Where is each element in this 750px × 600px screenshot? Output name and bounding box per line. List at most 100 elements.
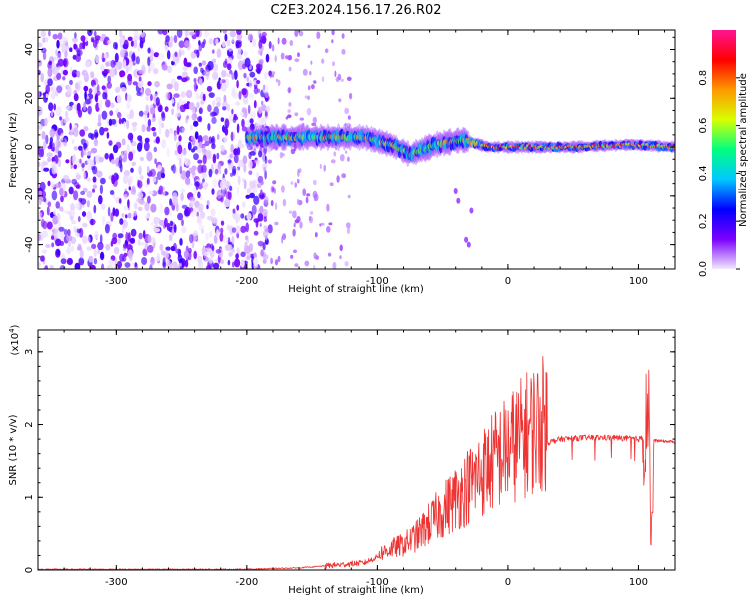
spectrogram-cell bbox=[212, 71, 219, 81]
spectrogram-cell bbox=[181, 127, 185, 133]
spectrogram-cell bbox=[51, 164, 56, 175]
spectrogram-cell bbox=[68, 242, 71, 247]
spectrogram-cell bbox=[158, 104, 163, 113]
spectrogram-cell bbox=[219, 232, 224, 242]
spectrogram-cell bbox=[130, 228, 137, 237]
spectrogram-cell bbox=[126, 244, 133, 251]
spectrogram-cell bbox=[261, 31, 267, 38]
spectrogram-cell bbox=[68, 186, 74, 195]
spectrogram-cell bbox=[155, 136, 160, 144]
spectrogram-cell bbox=[119, 70, 126, 77]
spectrogram-cell bbox=[80, 198, 87, 205]
spectrogram-cell bbox=[263, 196, 269, 204]
spectrogram-cell bbox=[232, 208, 236, 214]
snr-panel: -300 -200 -100 0 100 0 1 2 3 Height of straight… bbox=[8, 324, 676, 596]
spectrogram-cell bbox=[104, 152, 109, 160]
spectrogram-cell bbox=[197, 215, 201, 224]
spectrogram-cell bbox=[60, 195, 64, 203]
spectrogram-cell bbox=[73, 43, 77, 50]
spectrogram-cell bbox=[327, 252, 332, 257]
spectrogram-cell bbox=[209, 230, 213, 239]
spectrogram-cell bbox=[154, 158, 157, 165]
spectrogram-cell bbox=[329, 182, 334, 186]
spectrogram-cell bbox=[92, 84, 96, 94]
spectrogram-cell bbox=[212, 262, 220, 269]
spectrogram-cell bbox=[259, 205, 264, 214]
spectrogram-cell bbox=[189, 234, 194, 244]
spectrogram-cell bbox=[147, 244, 154, 253]
spectrogram-cell bbox=[43, 167, 50, 172]
spectrogram-cell bbox=[55, 90, 59, 97]
spectrogram-cell bbox=[162, 257, 166, 267]
spectrogram-frame bbox=[37, 29, 676, 270]
spectrogram-cell bbox=[240, 251, 246, 258]
spectrogram-cell bbox=[59, 187, 64, 196]
spectrogram-cell bbox=[223, 136, 228, 143]
spectrogram-cell bbox=[338, 98, 342, 103]
spectrogram-cell bbox=[195, 92, 200, 101]
spectrogram-cell bbox=[212, 178, 218, 188]
spectrogram-cell bbox=[179, 238, 183, 246]
spectrogram-cell bbox=[172, 195, 179, 206]
spectrogram-cell bbox=[234, 213, 241, 223]
spectrogram-x-label: Height of straight line (km) bbox=[288, 284, 424, 295]
spectrogram-cell bbox=[165, 35, 170, 43]
spectrogram-cell bbox=[79, 158, 82, 164]
spectrogram-cell bbox=[227, 260, 231, 266]
spectrogram-cell bbox=[73, 225, 76, 233]
spectrogram-cell bbox=[78, 257, 85, 266]
spectrogram-cell bbox=[163, 190, 166, 196]
spectrogram-cell bbox=[274, 202, 278, 211]
spectrogram-cell bbox=[84, 98, 91, 105]
x-tick-label: -300 bbox=[105, 276, 128, 287]
spectrogram-cell bbox=[263, 217, 268, 222]
spectrogram-cell bbox=[159, 203, 164, 214]
spectrogram-cell bbox=[166, 147, 170, 158]
spectrogram-cell bbox=[233, 113, 237, 119]
spectrogram-cell bbox=[102, 92, 107, 100]
spectrogram-cell bbox=[143, 141, 150, 152]
spectrogram-cell bbox=[41, 190, 47, 198]
spectrogram-cell bbox=[324, 48, 329, 53]
x-tick-label: 0 bbox=[505, 577, 511, 588]
spectrogram-cell bbox=[93, 258, 98, 265]
spectrogram-cell bbox=[113, 246, 120, 255]
spectrogram-cell bbox=[190, 135, 196, 141]
spectrogram-cell bbox=[170, 245, 176, 252]
spectrogram-cell bbox=[49, 264, 54, 269]
spectrogram-cell bbox=[185, 89, 193, 99]
y-tick-label: 40 bbox=[24, 43, 35, 56]
spectrogram-cell bbox=[297, 178, 300, 184]
spectrogram-cell bbox=[294, 30, 299, 37]
spectrogram-cell bbox=[171, 227, 175, 236]
spectrogram-cell bbox=[109, 68, 116, 78]
spectrogram-x-axis: -300 -200 -100 0 100 bbox=[37, 30, 666, 287]
spectrogram-cell bbox=[294, 219, 300, 224]
spectrogram-cell bbox=[189, 196, 196, 202]
spectrogram-cell bbox=[96, 90, 101, 96]
spectrogram-cell bbox=[262, 163, 268, 171]
spectrogram-cell bbox=[41, 249, 47, 254]
spectrogram-cell bbox=[190, 124, 193, 131]
spectrogram-cell bbox=[202, 93, 206, 102]
spectrogram-cell bbox=[248, 170, 253, 175]
spectrogram-cell bbox=[110, 159, 116, 165]
spectrogram-cell bbox=[188, 102, 195, 110]
spectrogram-cell bbox=[134, 262, 138, 268]
spectrogram-cell bbox=[346, 226, 351, 235]
spectrogram-cell bbox=[262, 208, 268, 217]
spectrogram-cell bbox=[178, 98, 183, 106]
spectrogram-cell bbox=[138, 199, 145, 205]
spectrogram-cell bbox=[120, 87, 127, 92]
spectrogram-cell bbox=[204, 30, 210, 38]
spectrogram-cell bbox=[347, 194, 351, 199]
spectrogram-cell bbox=[40, 30, 47, 38]
spectrogram-cell bbox=[152, 176, 157, 183]
spectrogram-cell bbox=[214, 168, 219, 175]
spectrogram-cell bbox=[140, 31, 145, 38]
spectrogram-cell bbox=[49, 141, 53, 149]
spectrogram-cell bbox=[128, 151, 134, 161]
spectrogram-cell bbox=[158, 185, 164, 195]
spectrogram-cell bbox=[183, 103, 190, 110]
spectrogram-cell bbox=[198, 141, 203, 148]
